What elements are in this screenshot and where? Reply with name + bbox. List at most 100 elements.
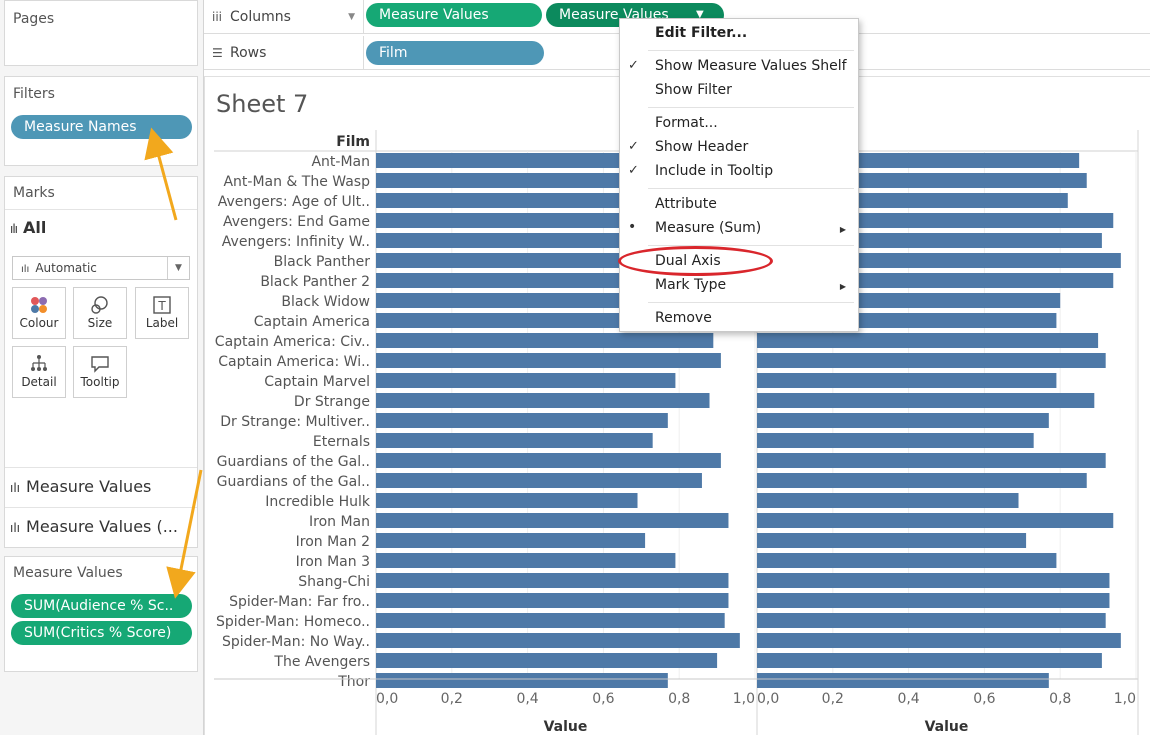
rows-pill-film[interactable]: Film (366, 41, 544, 65)
row-label: Black Panther (274, 254, 371, 270)
row-label: Spider-Man: No Way.. (222, 634, 370, 650)
menu-item-edit-filter[interactable]: Edit Filter... (655, 25, 748, 41)
pages-card-title: Pages (13, 11, 55, 27)
bar (376, 293, 680, 308)
menu-item-attribute[interactable]: Attribute (655, 196, 717, 212)
row-label: Iron Man (309, 514, 370, 530)
check-icon: ✓ (628, 58, 639, 73)
bar (376, 373, 676, 388)
menu-item-mark-type[interactable]: Mark Type (655, 277, 727, 293)
bar-chart-icon: ılı (10, 521, 21, 535)
svg-text:T: T (157, 299, 166, 313)
label-button[interactable]: T Label (135, 287, 189, 339)
bar (757, 433, 1034, 448)
bar (757, 473, 1087, 488)
chevron-down-icon[interactable]: ▼ (348, 12, 355, 22)
bar (376, 433, 653, 448)
bar (757, 493, 1019, 508)
bar (757, 333, 1099, 348)
bar (757, 673, 1049, 688)
marks-card-title: Marks (13, 185, 55, 201)
menu-item-measure-sum[interactable]: Measure (Sum) (655, 220, 762, 236)
row-label: Incredible Hulk (265, 494, 371, 510)
bar (757, 413, 1049, 428)
label-label: Label (145, 316, 179, 330)
measure-pill-critics-score[interactable]: SUM(Critics % Score) (11, 621, 192, 645)
bar (376, 193, 687, 208)
bar (376, 453, 721, 468)
measure-pill-audience-score[interactable]: SUM(Audience % Sc.. (11, 594, 192, 618)
row-label: Captain America: Wi.. (218, 354, 370, 370)
bar (376, 633, 740, 648)
tooltip-icon (74, 353, 126, 375)
detail-button[interactable]: Detail (12, 346, 66, 398)
x-tick-label: 0,6 (973, 691, 995, 707)
detail-label: Detail (21, 375, 57, 389)
marks-all-label: All (23, 218, 47, 237)
row-label: Iron Man 2 (296, 534, 370, 550)
bar-chart-icon: ılı (21, 264, 30, 275)
bar (757, 393, 1095, 408)
label-icon: T (136, 294, 188, 316)
marks-all-tab[interactable]: ılı All (10, 218, 46, 237)
x-tick-label: 0,8 (1049, 691, 1071, 707)
x-tick-label: 0,2 (822, 691, 844, 707)
marks-measure-values-tab-1[interactable]: ılı Measure Values (10, 477, 151, 496)
sheet-title: Sheet 7 (216, 90, 309, 118)
colour-button[interactable]: Colour (12, 287, 66, 339)
left-pane: Pages Filters Measure Names Marks ılı All… (0, 0, 204, 735)
row-label: Guardians of the Gal.. (217, 454, 370, 470)
x-tick-label: 0,4 (516, 691, 538, 707)
bar (376, 673, 668, 688)
measure-values-card: Measure Values SUM(Audience % Sc.. SUM(C… (4, 556, 198, 672)
menu-separator (648, 245, 854, 246)
bar (376, 333, 714, 348)
chevron-down-icon[interactable]: ▼ (696, 9, 704, 20)
size-label: Size (87, 316, 113, 330)
bar (757, 573, 1110, 588)
bar (376, 273, 699, 288)
menu-separator (648, 188, 854, 189)
bar (376, 573, 729, 588)
bar (757, 373, 1057, 388)
bar (376, 153, 699, 168)
divider (5, 209, 197, 210)
divider (5, 467, 197, 468)
x-tick-label: 0,0 (757, 691, 779, 707)
marks-measure-values-tab-2[interactable]: ılı Measure Values (... (10, 517, 178, 536)
tooltip-button[interactable]: Tooltip (73, 346, 127, 398)
marks-measure-values-label-1: Measure Values (26, 477, 152, 496)
menu-item-format[interactable]: Format... (655, 115, 718, 131)
x-tick-label: 0,2 (441, 691, 463, 707)
mark-type-value: Automatic (35, 261, 97, 275)
menu-item-include-in-tooltip[interactable]: Include in Tooltip (655, 163, 774, 179)
bar (376, 493, 638, 508)
menu-item-show-header[interactable]: Show Header (655, 139, 749, 155)
x-tick-label: 0,4 (897, 691, 919, 707)
row-label: Eternals (313, 434, 370, 450)
highlight-ellipse (618, 246, 773, 276)
row-label: Avengers: End Game (223, 214, 370, 230)
x-axis-title: Value (544, 719, 588, 735)
menu-item-remove[interactable]: Remove (655, 310, 712, 326)
x-tick-label: 0,0 (376, 691, 398, 707)
bar-chart-icon: ılı (10, 481, 21, 495)
bar-chart-icon: ılı (10, 222, 18, 236)
menu-item-show-filter[interactable]: Show Filter (655, 82, 732, 98)
colour-label: Colour (19, 316, 59, 330)
menu-item-show-measure-values-shelf[interactable]: Show Measure Values Shelf (655, 58, 847, 74)
row-label: Thor (337, 674, 370, 690)
row-label: Black Widow (281, 294, 370, 310)
row-label: Ant-Man (311, 154, 370, 170)
context-menu: Edit Filter... ✓ Show Measure Values She… (619, 18, 859, 332)
row-label: Avengers: Age of Ult.. (218, 194, 370, 210)
bar (757, 533, 1027, 548)
bullet-icon: • (628, 219, 637, 235)
bar (757, 653, 1102, 668)
mark-type-dropdown[interactable]: ılı Automatic ▼ (12, 256, 190, 280)
size-button[interactable]: Size (73, 287, 127, 339)
columns-pill-measure-values-1[interactable]: Measure Values (366, 3, 542, 27)
filters-card-title: Filters (13, 86, 55, 102)
tooltip-label: Tooltip (80, 375, 120, 389)
